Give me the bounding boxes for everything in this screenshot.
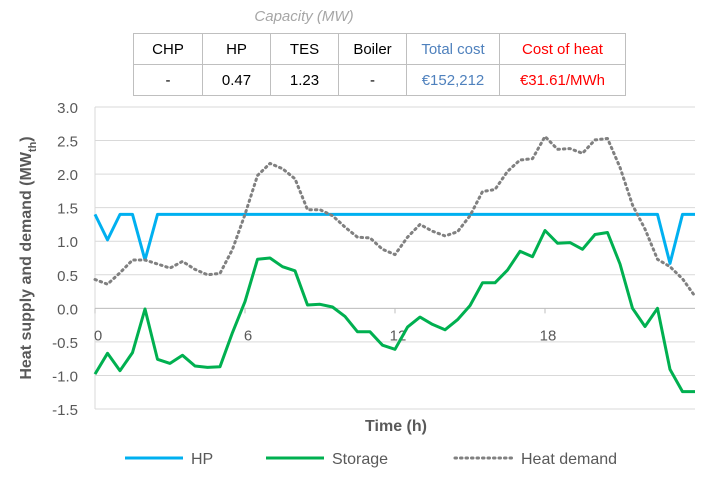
x-tick-label: 6: [244, 327, 252, 344]
series-line-heat-demand: [93, 135, 697, 298]
table-val-tes: 1.23: [270, 64, 339, 96]
y-tick-label: 1.5: [57, 201, 78, 218]
y-tick-label: -1.5: [52, 402, 78, 419]
x-tick-label: 12: [390, 327, 407, 344]
table-val-cost-of-heat: €31.61/MWh: [499, 64, 626, 96]
y-axis-label: Heat supply and demand (MWth): [18, 136, 39, 379]
y-tick-label: -0.5: [52, 335, 78, 352]
table-value-row: - 0.47 1.23 - €152,212 €31.61/MWh: [133, 64, 626, 96]
series-line-storage: [93, 229, 695, 394]
table-col-total-cost: Total cost: [406, 33, 500, 65]
y-tick-label: 0.5: [57, 268, 78, 285]
legend-label: Heat demand: [521, 451, 617, 468]
y-tick-label: 3.0: [57, 100, 78, 117]
table-col-cost-of-heat: Cost of heat: [499, 33, 626, 65]
legend-label: HP: [191, 451, 213, 468]
y-tick-label: 0.0: [57, 301, 78, 318]
x-tick-label: 18: [540, 327, 557, 344]
table-val-boiler: -: [338, 64, 407, 96]
series-line-hp: [93, 212, 695, 265]
table-header: Capacity (MW): [254, 8, 354, 25]
x-axis-label: Time (h): [365, 418, 427, 435]
y-tick-label: 2.5: [57, 134, 78, 151]
x-tick-label: 0: [94, 327, 102, 344]
table-val-total-cost: €152,212: [406, 64, 500, 96]
table-val-chp: -: [133, 64, 203, 96]
capacity-table: CHP HP TES Boiler Total cost Cost of hea…: [133, 33, 626, 96]
y-tick-label: 1.0: [57, 234, 78, 251]
legend-label: Storage: [332, 451, 388, 468]
y-tick-label: -1.0: [52, 368, 78, 385]
y-tick-label: 2.0: [57, 167, 78, 184]
table-col-boiler: Boiler: [338, 33, 407, 65]
table-header-row: CHP HP TES Boiler Total cost Cost of hea…: [133, 33, 626, 65]
